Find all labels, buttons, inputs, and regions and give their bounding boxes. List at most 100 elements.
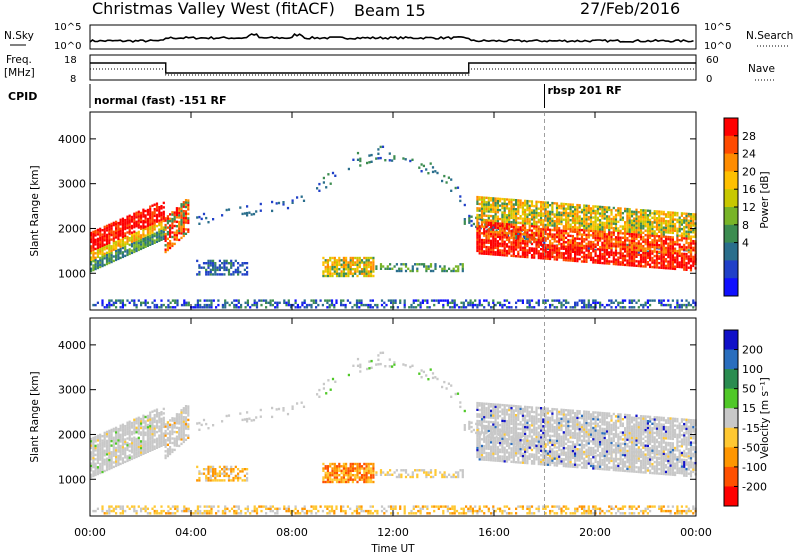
power-cell xyxy=(487,221,490,224)
velocity-cell xyxy=(130,424,134,427)
power-cell xyxy=(174,301,177,304)
velocity-cell xyxy=(115,460,118,463)
velocity-cell xyxy=(135,419,138,423)
power-cell xyxy=(90,240,93,244)
power-cell xyxy=(599,261,602,265)
velocity-cell xyxy=(130,439,134,443)
power-cell xyxy=(124,250,127,253)
power-cell xyxy=(153,219,156,222)
power-cell xyxy=(599,219,602,222)
power-cell xyxy=(537,212,540,215)
power-cell xyxy=(182,201,185,204)
velocity-cell xyxy=(169,432,172,435)
power-cell xyxy=(478,234,481,237)
power-cell xyxy=(560,220,563,223)
power-cell xyxy=(333,270,336,273)
power-cell xyxy=(551,233,554,236)
power-cell xyxy=(360,301,363,304)
power-cell xyxy=(603,306,606,309)
velocity-cell xyxy=(137,454,140,458)
velocity-cell xyxy=(124,429,127,432)
power-cell xyxy=(553,235,556,239)
power-cell xyxy=(96,246,99,249)
velocity-cell xyxy=(103,454,106,457)
power-cell xyxy=(635,213,638,216)
power-cell xyxy=(234,259,237,263)
power-cell xyxy=(517,239,520,242)
power-cell xyxy=(587,245,590,248)
power-cell xyxy=(446,303,449,307)
power-cell xyxy=(555,217,559,221)
velocity-cell xyxy=(363,478,366,481)
power-cell xyxy=(296,303,299,307)
velocity-cell xyxy=(366,367,369,371)
velocity-cell xyxy=(151,421,154,425)
power-cell xyxy=(183,301,186,304)
power-cell xyxy=(646,216,649,219)
velocity-cell xyxy=(422,370,425,374)
velocity-cell xyxy=(110,460,113,463)
velocity-cell xyxy=(237,479,240,482)
power-cell xyxy=(585,247,588,250)
power-cell xyxy=(596,210,599,213)
power-cell xyxy=(692,219,695,223)
velocity-cell xyxy=(115,437,118,441)
power-cell xyxy=(610,220,613,223)
power-cell xyxy=(146,217,149,221)
power-cell xyxy=(689,219,693,223)
power-cell xyxy=(391,159,394,162)
power-cell xyxy=(653,261,656,264)
power-cell xyxy=(214,262,217,265)
power-cell xyxy=(395,263,398,266)
velocity-cell xyxy=(110,457,113,461)
power-cell xyxy=(551,237,554,241)
power-cell xyxy=(171,211,174,214)
power-cell xyxy=(610,231,613,234)
velocity-cell xyxy=(149,429,152,432)
power-cell xyxy=(496,217,499,221)
power-cell xyxy=(524,244,527,247)
power-cell xyxy=(637,242,640,245)
power-cell xyxy=(349,301,352,304)
power-cell xyxy=(537,241,540,244)
power-cell xyxy=(565,299,568,302)
power-cell xyxy=(151,220,154,223)
power-cell xyxy=(146,231,149,234)
power-cell xyxy=(485,210,488,213)
power-cell xyxy=(689,235,693,238)
power-cell xyxy=(503,209,506,212)
power-cell xyxy=(583,222,586,225)
power-cell xyxy=(360,259,364,262)
power-cell xyxy=(603,228,606,231)
power-cell xyxy=(144,236,147,240)
power-cell xyxy=(434,263,437,266)
power-cell xyxy=(505,218,509,221)
power-cell xyxy=(551,303,554,307)
velocity-cell xyxy=(182,438,185,441)
power-cell xyxy=(496,235,499,238)
velocity-cell xyxy=(142,430,145,433)
power-cell xyxy=(208,303,211,307)
power-cell xyxy=(601,241,604,245)
velocity-cell xyxy=(146,443,149,447)
velocity-cell xyxy=(133,418,136,421)
power-cell xyxy=(555,249,559,252)
power-cell xyxy=(626,248,629,251)
velocity-cell xyxy=(198,421,201,425)
power-cell xyxy=(342,261,345,264)
velocity-cell xyxy=(223,474,226,478)
velocity-cell xyxy=(110,444,113,447)
velocity-cell xyxy=(377,363,380,366)
power-cell xyxy=(646,263,649,266)
power-cell xyxy=(403,301,406,304)
power-cell xyxy=(526,215,529,218)
power-cell xyxy=(144,241,147,244)
power-cell xyxy=(630,210,634,213)
power-cell xyxy=(501,244,504,248)
power-cell xyxy=(492,208,495,211)
power-cell xyxy=(642,238,645,241)
power-cell xyxy=(560,213,563,217)
power-cell xyxy=(549,253,552,256)
velocity-cell xyxy=(135,431,138,434)
power-cell xyxy=(619,232,622,235)
